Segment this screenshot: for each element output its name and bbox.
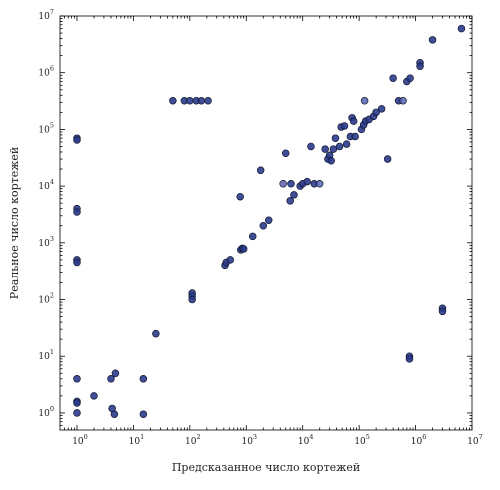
y-tick-label: 102	[38, 292, 54, 306]
data-point	[383, 155, 392, 163]
data-point	[279, 180, 287, 188]
x-tick-label: 101	[129, 433, 145, 447]
data-point	[139, 375, 148, 383]
data-point	[264, 216, 273, 225]
plot-frame	[59, 15, 473, 431]
x-axis-label: Предсказанное число кортежей	[172, 461, 360, 474]
data-point	[287, 180, 295, 188]
data-point	[139, 410, 148, 418]
data-point	[290, 191, 298, 199]
data-point	[236, 192, 244, 201]
y-tick-label: 100	[38, 405, 54, 419]
data-point	[331, 134, 340, 142]
data-point	[457, 24, 466, 33]
data-point	[372, 108, 380, 117]
y-tick-label: 107	[38, 8, 54, 22]
data-point	[73, 409, 81, 417]
data-point	[111, 369, 120, 378]
data-points	[73, 24, 466, 418]
data-point	[399, 97, 407, 105]
data-point	[342, 140, 351, 148]
data-point	[152, 329, 160, 338]
data-point	[329, 145, 338, 153]
y-tick-label: 106	[38, 65, 54, 79]
data-point	[281, 149, 290, 157]
data-point	[438, 307, 447, 316]
data-point	[335, 142, 344, 151]
data-point	[73, 375, 81, 383]
data-point	[416, 62, 424, 70]
y-tick-label: 104	[38, 178, 54, 192]
data-point	[73, 399, 81, 407]
data-point	[226, 256, 235, 264]
data-point	[307, 142, 315, 151]
y-tick-label: 101	[38, 348, 54, 362]
x-tick-label: 105	[354, 433, 370, 447]
x-tick-label: 103	[241, 433, 257, 447]
y-axis-label: Реальное число кортежей	[8, 147, 21, 299]
data-point	[351, 132, 359, 141]
data-point	[405, 355, 414, 363]
data-point	[73, 258, 81, 267]
data-point	[107, 375, 115, 383]
data-point	[248, 232, 257, 241]
axis-ticks: 100 101 102 103 104 105 106 107 100 101 102 103 104 1…	[38, 8, 482, 447]
data-point	[169, 97, 177, 105]
data-point	[73, 208, 81, 216]
data-point	[360, 97, 369, 105]
x-tick-label: 102	[185, 433, 201, 447]
y-tick-label: 103	[38, 235, 54, 249]
data-point	[303, 177, 311, 186]
data-point	[377, 105, 386, 113]
data-point	[428, 36, 437, 44]
data-point	[389, 74, 397, 82]
y-tick-label: 105	[38, 121, 54, 135]
data-point	[204, 97, 212, 105]
data-point	[73, 136, 81, 144]
data-point	[239, 245, 248, 253]
data-point	[256, 166, 265, 175]
x-tick-label: 104	[298, 433, 314, 447]
data-point	[186, 97, 194, 105]
x-tick-label: 107	[467, 433, 483, 447]
data-point	[188, 295, 196, 304]
data-point	[259, 221, 268, 230]
x-tick-label: 100	[72, 433, 88, 447]
data-point	[321, 145, 329, 153]
data-point	[110, 410, 119, 418]
x-tick-label: 106	[411, 433, 427, 447]
data-point	[315, 180, 324, 188]
data-point	[340, 122, 349, 130]
data-point	[90, 392, 98, 400]
data-point	[349, 117, 358, 125]
data-point	[406, 74, 414, 82]
data-point	[286, 197, 294, 205]
data-point	[197, 97, 206, 105]
data-point	[327, 157, 335, 165]
